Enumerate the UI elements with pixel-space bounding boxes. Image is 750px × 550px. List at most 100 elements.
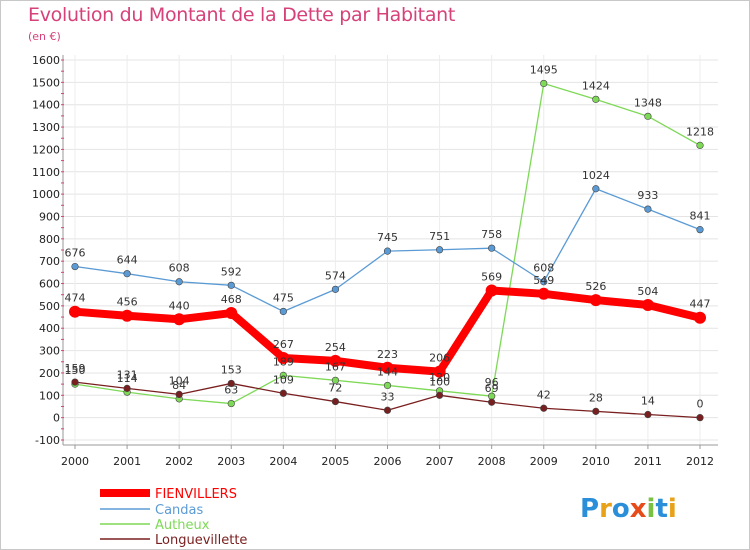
- data-label: 100: [429, 375, 450, 388]
- proxiti-logo: Proxiti: [580, 494, 677, 524]
- point-candas: [540, 278, 548, 286]
- point-longuevillette: [696, 414, 704, 422]
- data-label: 1424: [582, 79, 610, 92]
- data-label: 109: [273, 373, 294, 386]
- point-candas: [123, 270, 131, 278]
- data-label: 592: [221, 265, 242, 278]
- data-label: 1495: [530, 63, 558, 76]
- data-label: 144: [377, 365, 398, 378]
- data-label: 758: [481, 228, 502, 241]
- point-longuevillette: [435, 391, 444, 399]
- point-candas: [696, 226, 704, 234]
- data-label: 440: [169, 299, 190, 312]
- y-tick-label: 300: [39, 345, 60, 358]
- legend-label: FIENVILLERS: [155, 487, 237, 502]
- data-label: 72: [328, 382, 342, 395]
- point-longuevillette: [227, 379, 235, 388]
- x-tick-label: 2007: [426, 455, 454, 468]
- y-tick-label: 400: [39, 322, 60, 335]
- data-label: 1024: [582, 169, 610, 182]
- point-autheux: [540, 79, 548, 88]
- point-fienvillers: [485, 284, 498, 297]
- y-tick-label: 1000: [32, 188, 60, 201]
- data-label: 569: [481, 270, 502, 283]
- point-fienvillers: [121, 309, 134, 322]
- point-candas: [435, 246, 444, 254]
- y-tick-label: 600: [39, 278, 60, 291]
- data-label: 33: [381, 390, 395, 403]
- point-autheux: [331, 376, 340, 384]
- point-candas: [71, 262, 79, 271]
- data-labels: 150 114 84 63 189 167 144 120 96 1495 1424 1348 1218…: [65, 63, 715, 410]
- point-fienvillers: [173, 313, 186, 326]
- x-tick-label: 2001: [113, 455, 141, 468]
- logo-letter: i: [668, 494, 677, 524]
- logo-letter: o: [612, 494, 630, 524]
- x-tick-label: 2009: [530, 455, 558, 468]
- x-tick-label: 2008: [478, 455, 506, 468]
- logo-text: Proxiti: [580, 494, 677, 524]
- y-tick-label: 700: [39, 255, 60, 268]
- x-tick-label: 2010: [582, 455, 610, 468]
- y-tick-label: 1400: [32, 99, 60, 112]
- data-label: 14: [641, 395, 655, 408]
- data-label: 114: [117, 372, 138, 385]
- chart-subtitle: (en €): [28, 30, 61, 43]
- x-tick-label: 2012: [686, 455, 714, 468]
- x-tick-label: 2000: [61, 455, 89, 468]
- point-candas: [227, 281, 235, 289]
- data-label: 456: [117, 296, 138, 309]
- legend-label: Longuevillette: [155, 533, 247, 548]
- data-label: 153: [221, 363, 242, 376]
- point-candas: [279, 307, 287, 316]
- data-label: 549: [533, 274, 554, 287]
- data-label: 223: [377, 348, 398, 361]
- data-label: 841: [690, 210, 711, 223]
- data-label: 131: [117, 368, 138, 381]
- point-longuevillette: [279, 389, 287, 397]
- logo-letter: P: [580, 494, 599, 524]
- y-tick-label: 1500: [32, 76, 60, 89]
- data-label: 468: [221, 293, 242, 306]
- data-label: 745: [377, 231, 398, 244]
- point-longuevillette: [540, 404, 548, 412]
- logo-letter: i: [647, 494, 656, 524]
- data-label: 475: [273, 291, 294, 304]
- y-tick-label: 1100: [32, 166, 60, 179]
- data-label: 42: [537, 388, 551, 401]
- point-autheux: [592, 95, 600, 103]
- point-candas: [488, 244, 496, 252]
- data-label: 267: [273, 338, 294, 351]
- axes: -100010020030040050060070080090010001100…: [32, 54, 718, 468]
- y-tick-label: 800: [39, 233, 60, 246]
- data-label: 159: [65, 362, 86, 375]
- data-label: 574: [325, 269, 346, 282]
- point-longuevillette: [123, 384, 131, 392]
- legend-label: Candas: [155, 503, 204, 518]
- point-longuevillette: [488, 398, 496, 406]
- point-fienvillers: [589, 294, 602, 307]
- data-label: 933: [637, 189, 658, 202]
- data-label: 63: [224, 384, 238, 397]
- y-tick-label: 1300: [32, 121, 60, 134]
- x-tick-label: 2002: [165, 455, 193, 468]
- logo-letter: t: [655, 494, 667, 524]
- data-label: 1348: [634, 96, 662, 109]
- x-tick-label: 2004: [269, 455, 297, 468]
- point-fienvillers: [225, 307, 238, 320]
- point-candas: [644, 205, 652, 213]
- point-fienvillers: [537, 287, 550, 300]
- x-tick-label: 2006: [374, 455, 402, 468]
- point-longuevillette: [592, 407, 600, 415]
- point-candas: [383, 247, 392, 255]
- point-longuevillette: [71, 378, 79, 386]
- point-candas: [592, 185, 600, 193]
- y-tick-label: 900: [39, 210, 60, 223]
- data-label: 84: [172, 379, 186, 392]
- data-label: 504: [637, 285, 658, 298]
- data-label: 120: [429, 371, 450, 384]
- point-fienvillers: [433, 365, 446, 378]
- point-longuevillette: [383, 406, 392, 414]
- y-tick-label: 500: [39, 300, 60, 313]
